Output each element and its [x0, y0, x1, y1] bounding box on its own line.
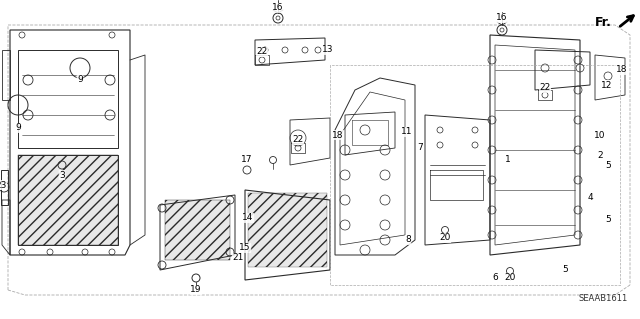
Polygon shape: [248, 193, 327, 267]
Text: 8: 8: [405, 235, 411, 244]
Text: 9: 9: [77, 76, 83, 85]
Text: 14: 14: [243, 213, 253, 222]
Text: 22: 22: [540, 84, 550, 93]
Text: 20: 20: [504, 273, 516, 283]
Text: 21: 21: [232, 254, 244, 263]
Text: 15: 15: [239, 243, 251, 253]
Text: 22: 22: [292, 136, 303, 145]
Text: 9: 9: [15, 123, 21, 132]
Text: 6: 6: [492, 273, 498, 283]
Text: Fr.: Fr.: [595, 16, 612, 28]
Text: 1: 1: [505, 155, 511, 165]
Text: 18: 18: [332, 130, 344, 139]
Text: 16: 16: [496, 13, 508, 23]
Text: 4: 4: [587, 194, 593, 203]
Text: 18: 18: [616, 65, 628, 75]
Text: 17: 17: [241, 155, 253, 165]
Text: 22: 22: [257, 48, 268, 56]
Text: 11: 11: [401, 128, 413, 137]
Text: 3: 3: [59, 170, 65, 180]
Text: 7: 7: [417, 144, 423, 152]
Text: 5: 5: [562, 265, 568, 275]
Text: 12: 12: [602, 80, 612, 90]
Text: SEAAB1611: SEAAB1611: [579, 294, 628, 303]
Text: 20: 20: [439, 234, 451, 242]
Text: 5: 5: [605, 160, 611, 169]
Text: 19: 19: [190, 286, 202, 294]
Polygon shape: [18, 155, 118, 245]
Text: 16: 16: [272, 4, 284, 12]
Text: 2: 2: [597, 151, 603, 160]
Text: 5: 5: [605, 216, 611, 225]
Text: 10: 10: [595, 130, 605, 139]
Text: 23: 23: [0, 181, 6, 189]
Text: 13: 13: [323, 46, 333, 55]
Polygon shape: [165, 200, 230, 260]
